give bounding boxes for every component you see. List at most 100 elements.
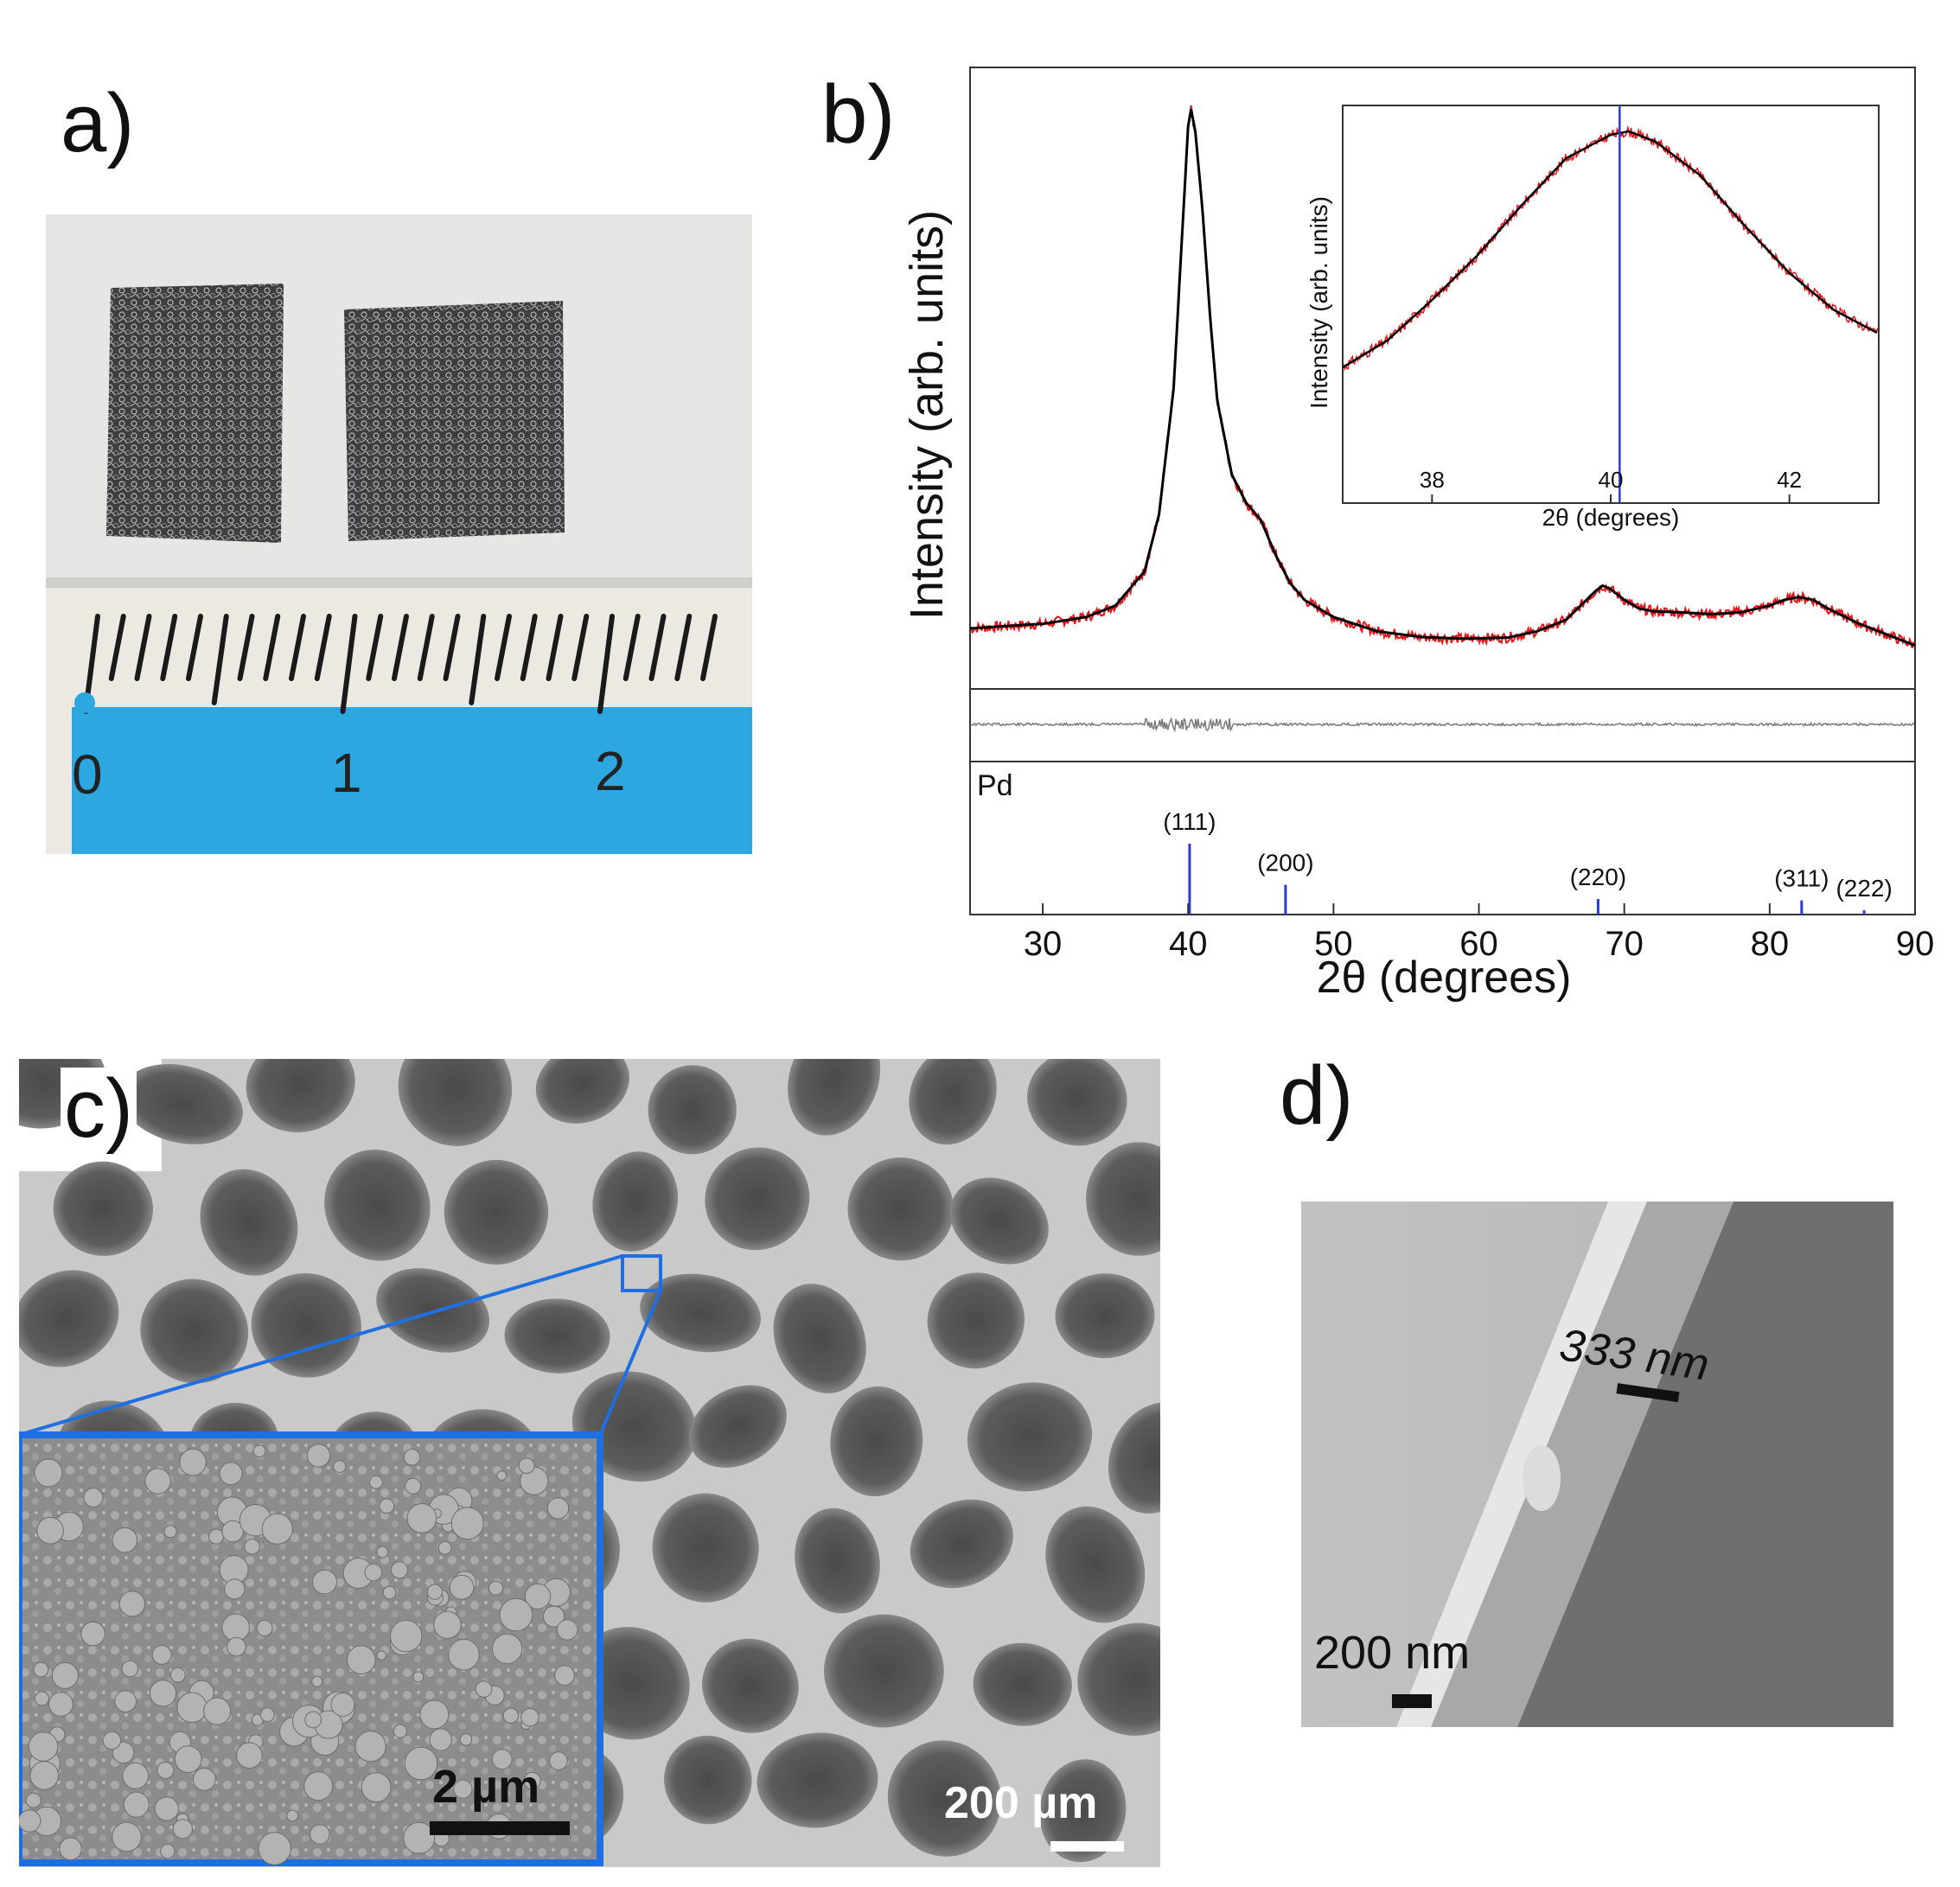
grain: [25, 1792, 41, 1808]
foam-pore: [773, 1284, 866, 1393]
ruler-tick: [648, 614, 667, 681]
grain: [523, 1771, 541, 1790]
ruler-tick: [674, 614, 693, 681]
ruler-tick: [546, 614, 564, 681]
grain: [156, 1762, 175, 1779]
foam-pore: [1045, 1506, 1146, 1623]
grain: [221, 1520, 244, 1543]
grain: [34, 1458, 63, 1488]
grain: [83, 1488, 104, 1508]
zoom-line-left: [19, 1254, 623, 1437]
ruler-tick: [211, 614, 229, 705]
series-fit: [969, 109, 1916, 647]
grain: [391, 1561, 408, 1579]
foam-pore: [757, 1732, 878, 1828]
grain: [393, 1724, 407, 1738]
scale-bar-200nm: [1392, 1694, 1432, 1708]
reference-peak-label: (311): [1774, 865, 1829, 892]
grain: [235, 1742, 263, 1769]
grain: [543, 1605, 565, 1628]
panel-label-a: a): [61, 77, 135, 169]
foam-pore: [847, 1157, 954, 1261]
ruler-number-1: 1: [331, 742, 362, 804]
grain: [459, 1733, 473, 1746]
grain: [176, 1692, 207, 1723]
grain: [376, 1546, 389, 1559]
foam-piece-right: [344, 301, 565, 541]
grain: [554, 1665, 575, 1686]
grain: [112, 1821, 142, 1852]
grain: [151, 1645, 172, 1665]
grain: [488, 1580, 503, 1596]
ruler-tick: [469, 614, 487, 705]
foam-photo: 0 1 2: [46, 214, 752, 854]
ruler-tick: [314, 614, 332, 681]
x-tick-label: 50: [1314, 925, 1353, 963]
grain: [403, 1821, 436, 1854]
grain: [354, 1731, 386, 1763]
panel-label-c: c): [61, 1068, 137, 1151]
ruler-tick: [340, 614, 358, 714]
grain: [437, 1540, 452, 1555]
grain: [361, 1772, 392, 1803]
inset-series-fit: [1342, 130, 1878, 369]
foam-pore: [640, 1273, 761, 1353]
grain: [364, 1563, 383, 1582]
grain: [261, 1513, 293, 1545]
grain: [304, 1711, 322, 1729]
grain: [549, 1751, 568, 1770]
grain: [556, 1619, 578, 1641]
grain: [502, 1707, 519, 1724]
grain: [193, 1768, 216, 1791]
foam-pore: [830, 1386, 923, 1497]
film-bright-edge: [1396, 1202, 1647, 1727]
grain: [252, 1444, 266, 1458]
grain: [306, 1444, 331, 1468]
grain: [369, 1475, 383, 1489]
grain: [19, 1809, 41, 1833]
ruler-tick: [108, 614, 126, 681]
foam-pore: [652, 1493, 759, 1603]
ruler-tick: [700, 614, 718, 681]
grain: [286, 1809, 299, 1822]
foam-pore: [444, 1159, 549, 1265]
grain: [433, 1610, 462, 1639]
foam-pore: [120, 1064, 243, 1144]
grain: [29, 1761, 59, 1790]
foam-pore: [140, 1278, 249, 1384]
ruler-tick: [495, 614, 512, 681]
grain: [312, 1569, 337, 1595]
grain: [122, 1763, 150, 1789]
panel-label-d: d): [1280, 1049, 1354, 1142]
inset-x-tick-label: 40: [1599, 467, 1624, 493]
grain: [310, 1824, 330, 1845]
grain: [475, 1680, 493, 1699]
inset-xlabel: 2θ (degrees): [1542, 504, 1680, 531]
foam-pore: [1077, 1622, 1160, 1736]
xrd-xlabel: 2θ (degrees): [1317, 953, 1572, 1003]
grain: [219, 1462, 243, 1486]
reference-peak-label: (111): [1163, 808, 1216, 835]
foam-pore: [795, 1508, 880, 1614]
x-tick-label: 80: [1751, 925, 1790, 963]
grain: [169, 1667, 186, 1683]
grain: [419, 1699, 450, 1730]
foam-pore: [702, 1638, 799, 1733]
foam-pore: [910, 1499, 1013, 1589]
grain: [330, 1692, 355, 1717]
grain: [102, 1731, 122, 1750]
reference-peak-label: (220): [1570, 864, 1626, 890]
foam-pore: [973, 1642, 1072, 1726]
grain: [405, 1477, 422, 1495]
ruler-tick: [597, 614, 615, 714]
foam-pore: [887, 1740, 1001, 1857]
ruler-number-0: 0: [72, 743, 103, 806]
foam-pore: [398, 1059, 513, 1146]
foam-pore: [949, 1177, 1049, 1265]
grain: [51, 1661, 79, 1689]
ruler-tick: [134, 614, 152, 681]
x-tick-label: 90: [1896, 925, 1935, 963]
grain: [546, 1497, 570, 1520]
grain: [150, 1680, 177, 1707]
ruler-tick: [443, 614, 461, 681]
